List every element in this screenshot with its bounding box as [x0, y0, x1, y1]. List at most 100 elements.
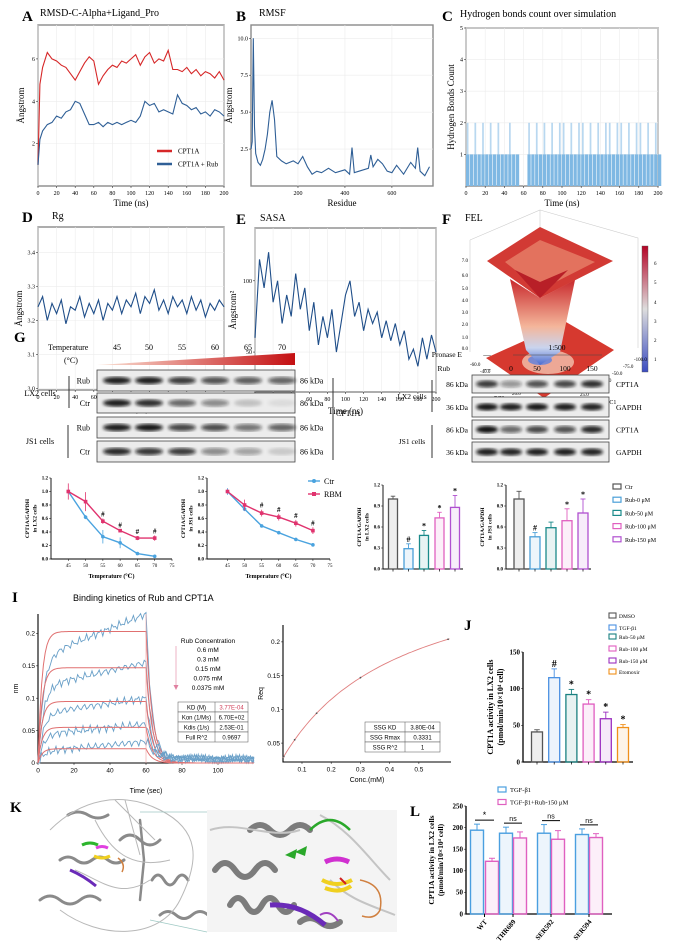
hbond-bar-upper [466, 122, 469, 155]
bar [599, 718, 612, 763]
hbond-bar-upper [482, 122, 484, 155]
blot-band [581, 380, 603, 388]
colorbar-tick-label: 1 [654, 358, 657, 363]
data-point [101, 534, 105, 539]
series-line-cpt1a [37, 48, 225, 165]
pc2-tick-label: -60.0 [470, 363, 481, 368]
observed-curve [37, 611, 255, 765]
y-axis-label: in LX2 cells [33, 505, 39, 533]
data-point [294, 537, 298, 542]
significance-mark: * [569, 679, 574, 690]
blot-band [103, 447, 131, 456]
y-tick-label: 3.3 [28, 284, 36, 290]
significance-mark: # [277, 506, 281, 514]
temperature-unit: (°C) [64, 356, 78, 365]
row-label: Rub [77, 424, 90, 433]
blot-band [268, 423, 296, 432]
y-tick-label: 1.2 [198, 477, 205, 482]
rub-dose: — [482, 364, 491, 373]
kinetics-table: KD (M) 3.77E-04 Kon (1/Ms) 6.70E+02 Kdis (1/… [177, 701, 249, 743]
x-tick-label: 50 [242, 564, 248, 569]
bar [582, 703, 595, 763]
x-axis-label: Time (ns) [545, 198, 580, 208]
significance-mark: # [153, 527, 157, 535]
significance-mark: # [533, 524, 537, 533]
y-tick-label: 0 [460, 910, 464, 918]
table-key: Full R^2 [186, 736, 208, 742]
significance-mark: # [294, 512, 298, 520]
legend-label: CPT1A [178, 148, 199, 156]
blot-band [234, 447, 262, 456]
blot-band [201, 399, 229, 407]
hbond-bar [600, 154, 604, 186]
rub-label: Rub [437, 364, 450, 373]
table-value: 3.80E-04 [410, 726, 435, 732]
chart-12: 0 50 100 150 CPT1A activity in LX2 cells (pmo… [486, 648, 633, 766]
x-tick-label: 0.2 [327, 767, 336, 774]
data-point [282, 755, 285, 758]
pc1-tick-label: 25.0 [580, 393, 589, 398]
hbond-bar [542, 154, 547, 186]
table-value: 0.3331 [413, 736, 432, 742]
y-tick-label: 0.05 [267, 740, 280, 747]
hbond-bar-upper [535, 122, 538, 155]
y-tick-label: 0.05 [22, 728, 35, 735]
blot-band [476, 403, 498, 411]
y-tick-label: 5.0 [241, 110, 249, 116]
data-point [135, 536, 140, 540]
y-tick-label: 1 [460, 152, 463, 158]
y-axis-label: in LX2 cells [365, 513, 371, 541]
y-tick-label: 2.5 [241, 147, 249, 153]
bar [530, 731, 544, 763]
y-tick-label: 0 [517, 758, 521, 766]
hbond-bar [473, 154, 477, 186]
bar [561, 520, 573, 570]
table-value: 1 [421, 746, 425, 752]
axis-lines [522, 652, 633, 763]
y-axis-label: CPT1A activity in LX2 cells [427, 815, 436, 904]
legend-label: Etomoxir [619, 670, 640, 676]
hbond-bar [634, 154, 639, 186]
y-tick-label: 50 [456, 889, 464, 897]
table-value: 6.70E+02 [219, 716, 246, 722]
y-tick-label: 0.6 [198, 517, 205, 522]
hbond-bar [604, 154, 608, 186]
x-tick-label: 180 [201, 191, 210, 197]
significance-mark: * [621, 715, 626, 726]
x-tick-label: 160 [182, 191, 191, 197]
data-point [242, 503, 247, 507]
y-tick-label: 50 [246, 350, 252, 356]
hbond-bar [577, 154, 581, 186]
y-tick-label: 2 [32, 142, 35, 148]
hbond-bar-upper [647, 122, 649, 155]
x-category-label: SER592 [534, 918, 556, 942]
y-tick-label: 100 [510, 685, 521, 693]
hbond-bar [538, 154, 543, 186]
y-tick-label: 6 [32, 57, 35, 63]
hbond-bar [562, 154, 566, 186]
chart-10: 0 20 40 60 80 100 0 0.05 0.1 0.15 0.2 Binding kinet… [13, 593, 255, 795]
y-axis-label: CPT1A/GAPDH [480, 507, 486, 547]
y-axis-label: CPT1A/GAPDH [181, 498, 187, 538]
kda-label: 36 kDa [446, 403, 469, 412]
series-line-cpt1a-rub [37, 93, 225, 165]
chart-1: 200 400 600 2.5 5.0 7.5 10.0 RMSF Residue Ångstro… [224, 8, 434, 208]
hbond-bar [466, 154, 470, 186]
z-tick-label: 3.0 [462, 311, 469, 316]
legend-label: TGF-β1 [510, 787, 531, 794]
y-tick-label: 0.6 [42, 517, 49, 522]
x-tick-label: 120 [145, 191, 154, 197]
axis-lines [50, 478, 172, 560]
blot-band [500, 448, 522, 456]
x-tick-label: 75 [170, 564, 176, 569]
bar-tgf-1-rub-150-m [512, 837, 528, 915]
y-tick-label: 0.6 [374, 526, 381, 531]
chart-title: SASA [260, 213, 286, 224]
y-tick-label: 3 [460, 89, 463, 95]
hbond-bar-upper [562, 122, 565, 155]
legend-label: 0.075 mM [194, 676, 223, 683]
table-key: Kon (1/Ms) [182, 716, 211, 722]
significance-mark: * [565, 500, 569, 509]
rub-dose: 150 [586, 364, 598, 373]
